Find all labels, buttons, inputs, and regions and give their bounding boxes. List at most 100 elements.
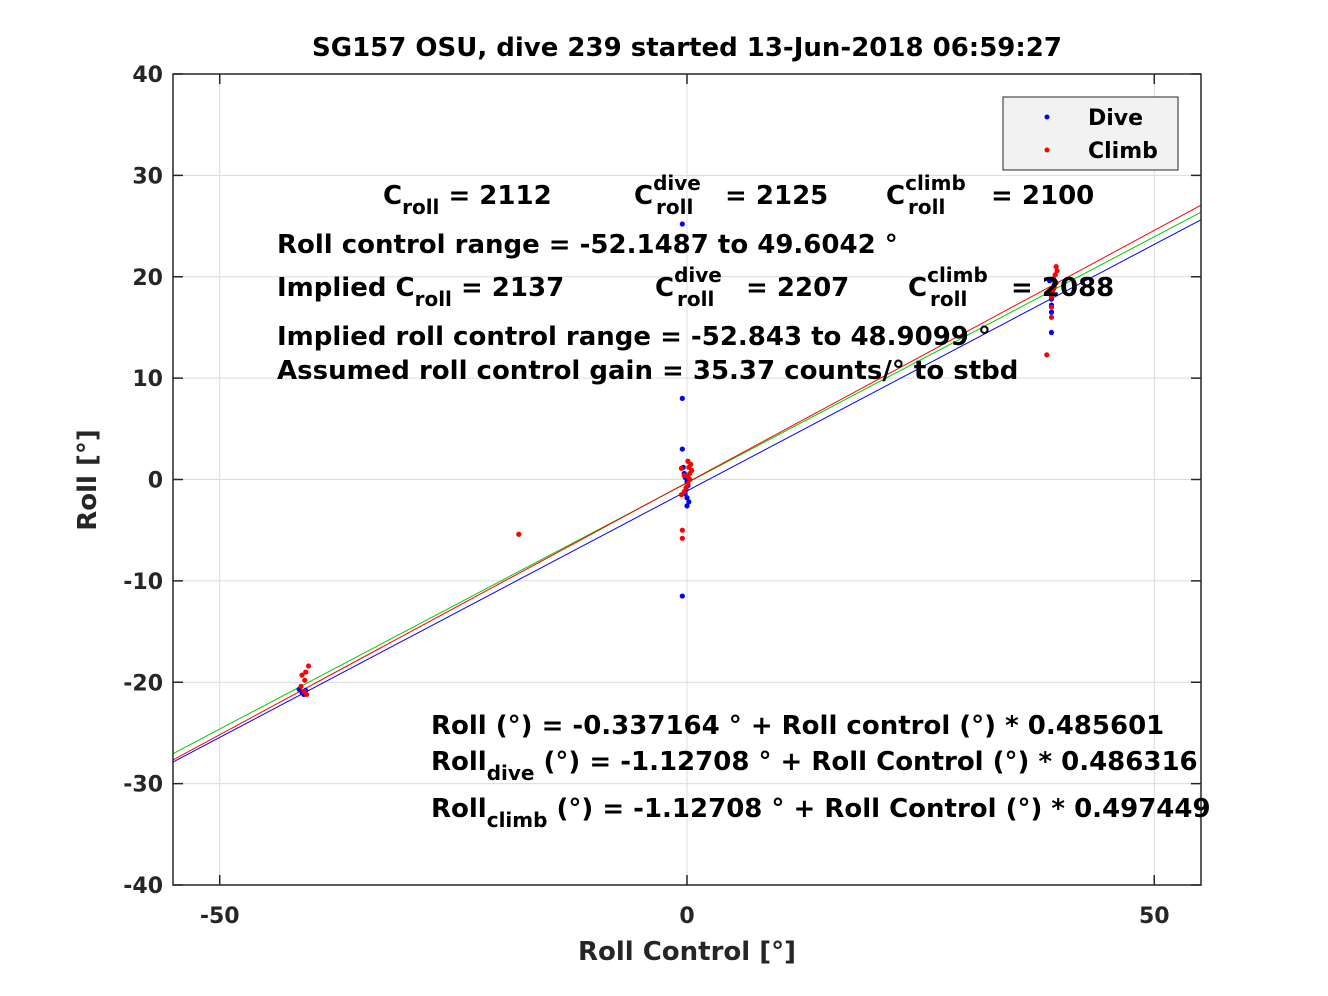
climb-point xyxy=(516,531,522,537)
climb-point xyxy=(298,683,304,689)
c-roll-value: = 2112 xyxy=(439,181,551,211)
climb-point xyxy=(681,489,687,495)
climb-point xyxy=(679,535,685,541)
c-letter: C xyxy=(655,273,674,303)
climb-point xyxy=(678,465,684,471)
dive-point xyxy=(1048,309,1055,315)
calibration-annotations: Croll = 2112 Cdive roll = 2125 Cclimb roll… xyxy=(277,171,1114,386)
dive-point xyxy=(684,503,690,509)
dive-superscript: dive xyxy=(674,263,722,287)
x-tick-label: -50 xyxy=(200,904,240,929)
dive-subscript: dive xyxy=(487,761,535,785)
climb-point xyxy=(1054,268,1060,274)
fit-climb-rest: (°) = -1.12708 ° + Roll Control (°) * 0.… xyxy=(547,794,1210,824)
fit-equations: Roll (°) = -0.337164 ° + Roll control (°… xyxy=(431,711,1211,832)
climb-point xyxy=(302,677,308,683)
roll-word: Roll xyxy=(431,747,487,777)
climb-point xyxy=(304,691,310,698)
legend-climb-label: Climb xyxy=(1088,139,1158,164)
climb-point xyxy=(1048,294,1055,300)
roll-subscript: roll xyxy=(677,287,714,311)
roll-subscript: roll xyxy=(930,287,967,311)
y-tick-label: 40 xyxy=(132,63,163,88)
y-tick-label: 0 xyxy=(148,469,163,494)
dive-point xyxy=(679,221,685,227)
implied-climb-value: = 2088 xyxy=(1002,273,1114,303)
climb-point xyxy=(1049,288,1056,294)
c-letter: C xyxy=(886,181,905,211)
legend-dive-marker xyxy=(1044,114,1050,120)
legend-box xyxy=(1002,96,1179,171)
dive-point xyxy=(679,395,685,401)
climb-point xyxy=(1050,276,1056,282)
c-letter: C xyxy=(383,181,402,211)
c-roll-annotation: Croll = 2112 xyxy=(383,181,552,219)
c-climb-annotation: Cclimb roll = 2100 xyxy=(886,171,1094,219)
roll-word: Roll xyxy=(431,794,487,824)
roll-subscript: roll xyxy=(908,195,945,219)
dive-point xyxy=(686,499,692,505)
implied-prefix: Implied C xyxy=(277,273,415,303)
climb-subscript: climb xyxy=(487,808,548,832)
y-tick-label: 30 xyxy=(132,164,163,189)
climb-point xyxy=(1044,352,1050,358)
y-tick-label: -20 xyxy=(123,671,163,696)
climb-point xyxy=(1051,284,1057,290)
y-tick-label: -40 xyxy=(123,874,163,899)
roll-control-range-text: Roll control range = -52.1487 to 49.6042… xyxy=(277,230,898,260)
implied-c-roll-annotation: Implied Croll = 2137 xyxy=(277,273,564,311)
c-letter: C xyxy=(634,181,653,211)
roll-subscript: roll xyxy=(415,287,452,311)
implied-c-dive-annotation: Cdive roll = 2207 xyxy=(655,263,849,311)
x-tick-label: 50 xyxy=(1139,904,1170,929)
dive-point xyxy=(679,593,685,599)
y-tick-label: -10 xyxy=(123,570,163,595)
axis-ticks xyxy=(173,73,1201,886)
climb-point xyxy=(299,672,305,678)
x-axis-title: Roll Control [°] xyxy=(578,937,796,967)
dive-point xyxy=(684,495,690,501)
roll-subscript: roll xyxy=(656,195,693,219)
plot-content xyxy=(173,204,1201,763)
climb-point xyxy=(1053,264,1059,270)
roll-subscript: roll xyxy=(402,195,439,219)
climb-superscript: climb xyxy=(927,263,988,287)
chart-title: SG157 OSU, dive 239 started 13-Jun-2018 … xyxy=(312,33,1062,63)
data-points xyxy=(296,221,1060,698)
climb-point xyxy=(305,663,312,669)
implied-roll-control-range-text: Implied roll control range = -52.843 to … xyxy=(277,322,991,352)
fit-dive-rest: (°) = -1.12708 ° + Roll Control (°) * 0.… xyxy=(535,747,1198,777)
climb-point xyxy=(683,485,689,491)
fit-equation-all: Roll (°) = -0.337164 ° + Roll control (°… xyxy=(431,711,1164,741)
dive-point xyxy=(679,446,685,452)
climb-point xyxy=(685,458,691,464)
implied-c-value: = 2137 xyxy=(452,273,564,303)
c-dive-value: = 2125 xyxy=(716,181,828,211)
climb-point xyxy=(1052,272,1058,278)
dive-point xyxy=(1048,329,1055,336)
climb-point xyxy=(1048,314,1055,320)
legend: Dive Climb xyxy=(1002,96,1179,171)
fit-equation-climb: Rollclimb (°) = -1.12708 ° + Roll Contro… xyxy=(431,794,1211,832)
y-tick-label: 10 xyxy=(132,367,163,392)
fit-equation-dive: Rolldive (°) = -1.12708 ° + Roll Control… xyxy=(431,747,1198,785)
c-climb-value: = 2100 xyxy=(982,181,1094,211)
climb-point xyxy=(685,480,691,487)
y-axis-title: Roll [°] xyxy=(73,429,103,531)
roll-control-gain-text: Assumed roll control gain = 35.37 counts… xyxy=(277,356,1018,386)
y-tick-label: 20 xyxy=(132,266,163,291)
x-tick-label: 0 xyxy=(679,904,694,929)
dive-superscript: dive xyxy=(653,171,701,195)
climb-point xyxy=(303,669,309,675)
climb-point xyxy=(1053,280,1059,286)
implied-dive-value: = 2207 xyxy=(737,273,849,303)
axis-tick-labels: -50 0 50 -40 -30 -20 -10 0 10 20 30 40 xyxy=(123,63,1169,929)
climb-superscript: climb xyxy=(905,171,966,195)
c-letter: C xyxy=(908,273,927,303)
implied-c-climb-annotation: Cclimb roll = 2088 xyxy=(908,263,1114,311)
c-dive-annotation: Cdive roll = 2125 xyxy=(634,171,828,219)
legend-dive-label: Dive xyxy=(1088,106,1143,131)
climb-point xyxy=(1048,304,1055,310)
climb-point xyxy=(679,527,685,533)
